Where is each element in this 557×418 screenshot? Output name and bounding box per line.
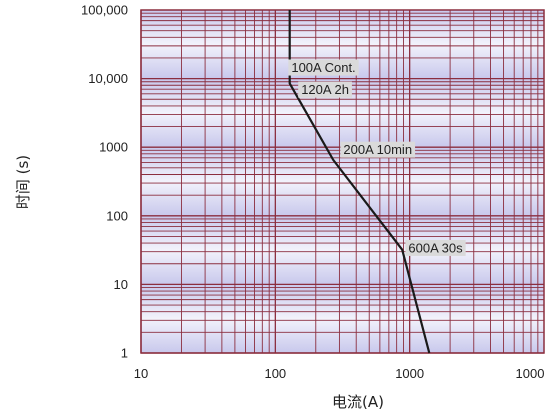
grid xyxy=(140,9,545,354)
x-tick-label: 100 xyxy=(264,366,286,381)
annotation-label: 100A Cont. xyxy=(288,59,359,76)
curve-layer xyxy=(288,10,431,354)
decade-band xyxy=(141,215,544,285)
x-tick-label: 1000 xyxy=(395,366,424,381)
y-axis-title: 时间 (s) xyxy=(14,155,32,209)
annotation-text: 120A 2h xyxy=(301,82,349,97)
y-tick-label: 100 xyxy=(106,208,128,223)
annotation-text: 600A 30s xyxy=(408,240,463,255)
x-axis-title: 电流(A) xyxy=(332,393,384,411)
annotation-box xyxy=(340,141,416,158)
y-tick-label: 1 xyxy=(121,346,128,361)
x-tick-labels: 10 100 1000 1000 xyxy=(134,366,545,381)
annotation-label: 120A 2h xyxy=(298,81,352,98)
annotation-box xyxy=(298,81,352,98)
annotation-text: 100A Cont. xyxy=(291,60,355,75)
y-tick-label: 100,000 xyxy=(81,3,128,18)
y-tick-label: 10,000 xyxy=(88,71,128,86)
y-tick-label: 10 xyxy=(114,277,128,292)
annotation-box xyxy=(288,59,359,76)
trip-curve-line xyxy=(288,10,431,354)
decade-band xyxy=(141,284,544,353)
y-tick-label: 1000 xyxy=(99,140,128,155)
annotations: 100A Cont. 120A 2h 200A 10min 600A 30s xyxy=(288,59,466,256)
annotation-text: 200A 10min xyxy=(343,142,412,157)
x-tick-label: 1000 xyxy=(516,366,545,381)
plot-border xyxy=(140,9,545,354)
annotation-label: 200A 10min xyxy=(340,141,416,158)
y-tick-labels: 1 10 100 1000 10,000 100,000 xyxy=(81,3,128,361)
x-tick-label: 10 xyxy=(134,366,148,381)
annotation-box xyxy=(405,239,466,256)
decade-band xyxy=(141,147,544,216)
annotation-label: 600A 30s xyxy=(405,239,466,256)
